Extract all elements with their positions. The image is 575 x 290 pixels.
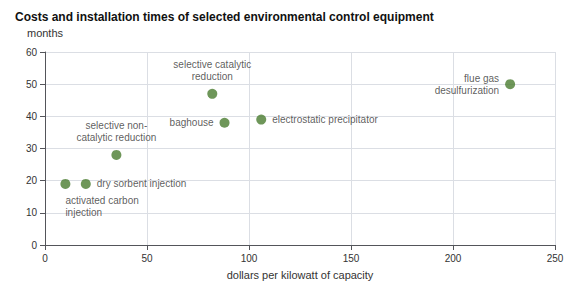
svg-text:months: months (27, 27, 64, 39)
svg-text:baghouse: baghouse (170, 117, 214, 128)
svg-text:dry sorbent injection: dry sorbent injection (97, 178, 187, 189)
svg-text:catalytic reduction: catalytic reduction (76, 132, 156, 143)
svg-text:250: 250 (547, 253, 564, 264)
svg-text:20: 20 (26, 175, 38, 186)
svg-text:selective catalytic: selective catalytic (173, 59, 251, 70)
svg-text:injection: injection (65, 207, 102, 218)
svg-text:0: 0 (31, 240, 37, 251)
svg-text:electrostatic precipitator: electrostatic precipitator (272, 114, 378, 125)
svg-text:100: 100 (241, 253, 258, 264)
svg-text:dollars per kilowatt of capaci: dollars per kilowatt of capacity (227, 269, 374, 281)
svg-text:activated carbon: activated carbon (65, 195, 138, 206)
svg-text:flue gas: flue gas (464, 73, 499, 84)
svg-text:150: 150 (343, 253, 360, 264)
svg-text:10: 10 (26, 207, 38, 218)
svg-text:desulfurization: desulfurization (435, 85, 499, 96)
svg-text:0: 0 (42, 253, 48, 264)
svg-text:60: 60 (26, 47, 38, 58)
svg-text:selective non-: selective non- (86, 120, 148, 131)
svg-text:reduction: reduction (192, 71, 233, 82)
svg-text:50: 50 (141, 253, 153, 264)
svg-text:Costs and installation times o: Costs and installation times of selected… (15, 10, 434, 24)
svg-text:30: 30 (26, 143, 38, 154)
svg-text:50: 50 (26, 79, 38, 90)
svg-text:40: 40 (26, 111, 38, 122)
svg-text:200: 200 (445, 253, 462, 264)
